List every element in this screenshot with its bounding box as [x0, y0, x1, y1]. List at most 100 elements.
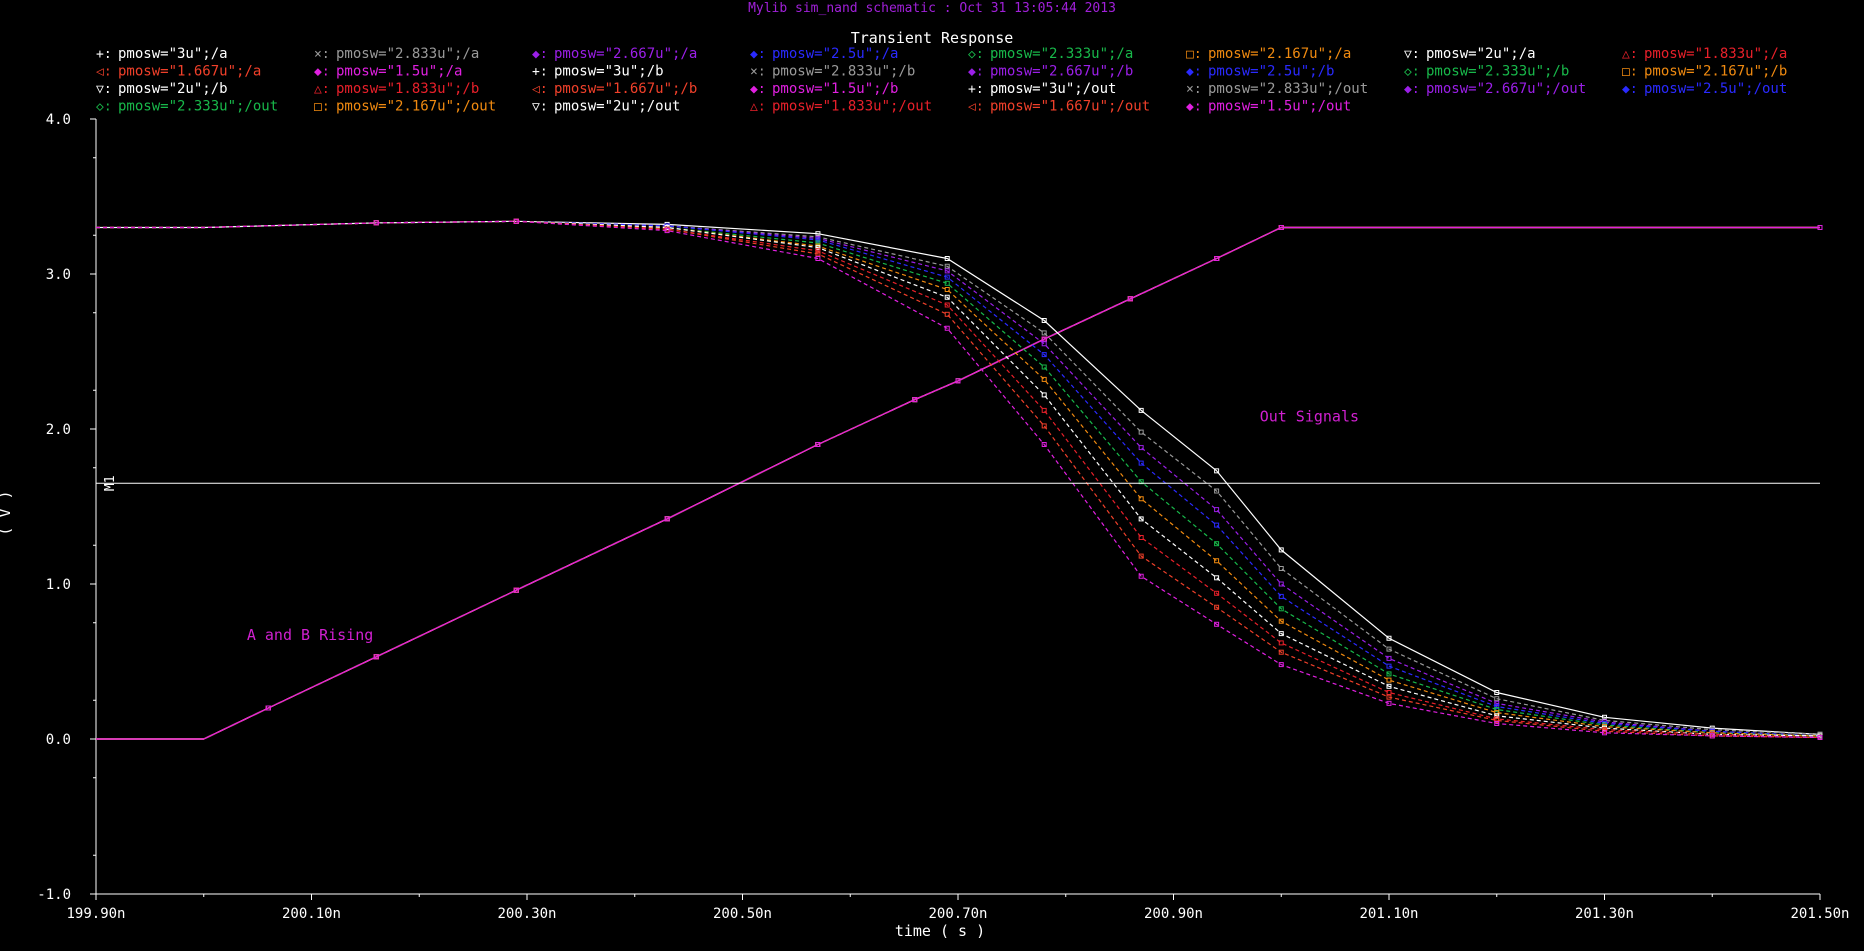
y-tick-label: -1.0	[37, 887, 71, 903]
series-point	[944, 311, 950, 317]
legend-marker: ◆:	[1622, 82, 1638, 97]
series-point	[1278, 662, 1284, 668]
legend-marker: ×:	[314, 47, 330, 62]
legend-marker: □:	[1622, 65, 1638, 80]
series-point	[1041, 392, 1047, 398]
series-point	[944, 294, 950, 300]
series-point	[815, 237, 821, 243]
legend-marker: ◆:	[968, 65, 984, 80]
legend-entry: pmosw="2.5u";/out	[1644, 81, 1787, 97]
legend-marker: +:	[968, 82, 984, 97]
series-point	[1602, 714, 1607, 720]
series-point	[1214, 575, 1220, 581]
series-point	[815, 256, 821, 261]
chart-title: Transient Response	[851, 29, 1014, 47]
series-point	[1602, 730, 1607, 736]
annotations: M1 Out Signals A and B Rising	[96, 407, 1820, 644]
legend-entry: pmosw="2.5u";/a	[772, 46, 898, 62]
series-line-input-19	[96, 226, 1820, 740]
series-point	[1278, 566, 1284, 571]
series-point	[815, 442, 821, 447]
legend-entry: pmosw="3u";/out	[990, 81, 1116, 97]
series-point	[1386, 671, 1392, 677]
series-point	[1138, 535, 1144, 540]
x-tick-label: 201.10n	[1359, 906, 1418, 922]
legend-entry: pmosw="1.833u";/b	[336, 81, 479, 97]
series-point	[1138, 496, 1144, 502]
legend-entry: pmosw="2u";/a	[1426, 46, 1536, 62]
series-point	[944, 325, 950, 331]
legend-entry: pmosw="1.5u";/b	[772, 81, 898, 97]
series-point	[1214, 507, 1220, 513]
y-tick-label: 2.0	[46, 422, 71, 438]
series-point	[1041, 352, 1047, 358]
series-point	[815, 240, 821, 246]
legend-marker: ◁:	[96, 65, 112, 80]
legend-marker: ◆:	[1186, 65, 1202, 80]
annotation-label: A and B Rising	[247, 626, 373, 644]
x-tick-label: 201.50n	[1790, 906, 1849, 922]
series-point	[815, 251, 821, 257]
legend-entry: pmosw="1.667u";/a	[118, 64, 261, 80]
legend-marker: ◆:	[750, 47, 766, 62]
series-point	[1041, 423, 1047, 429]
series-point	[1138, 516, 1144, 522]
legend-entry: pmosw="2.667u";/b	[990, 64, 1133, 80]
series-point	[265, 705, 271, 711]
legend-marker: ×:	[1186, 82, 1202, 97]
series-point	[815, 245, 821, 251]
legend-marker: ◇:	[1404, 65, 1420, 80]
legend-marker: ◆:	[1404, 82, 1420, 97]
series-point	[1041, 336, 1047, 342]
window-header: Mylib sim_nand schematic : Oct 31 13:05:…	[748, 1, 1116, 16]
series-point	[664, 516, 670, 522]
y-tick-label: 1.0	[46, 577, 71, 593]
series-point	[1278, 649, 1284, 655]
x-tick-label: 200.30n	[497, 906, 556, 922]
series-point	[1127, 296, 1133, 302]
legend-marker: ×:	[750, 65, 766, 80]
axes: -1.0 0.0 1.0 2.0 3.0 4.0 199.90n 200.10n 200.30n…	[37, 112, 1849, 922]
legend-entry: pmosw="1.5u";/out	[1208, 99, 1351, 115]
legend-entry: pmosw="2u";/out	[554, 99, 680, 115]
legend-marker: ◇:	[96, 100, 112, 115]
series-point	[1278, 640, 1284, 646]
legend-marker: +:	[96, 47, 112, 62]
legend-entry: pmosw="2.5u";/b	[1208, 64, 1334, 80]
series-point	[944, 256, 950, 261]
series-point	[1494, 690, 1500, 695]
series-point	[1214, 468, 1220, 474]
series-point	[944, 268, 950, 274]
y-tick-label: 3.0	[46, 267, 71, 283]
series-point	[1494, 700, 1500, 706]
series-point	[1041, 341, 1047, 347]
legend-marker: △:	[750, 100, 766, 115]
series-point	[1138, 460, 1144, 466]
legend-marker: △:	[1622, 47, 1638, 62]
series-point	[944, 302, 950, 308]
marker-label-m1: M1	[103, 475, 118, 491]
series-line-output-9	[96, 220, 1821, 739]
series-point	[944, 287, 950, 292]
series-point	[1138, 573, 1144, 579]
legend-entry: pmosw="1.667u";/b	[554, 81, 697, 97]
legend-entry: pmosw="3u";/b	[554, 64, 664, 80]
series-point	[944, 274, 950, 280]
legend-entry: pmosw="2.667u";/out	[1426, 81, 1586, 97]
legend-marker: △:	[314, 82, 330, 97]
legend-marker: ◆:	[750, 82, 766, 97]
legend-marker: ◁:	[968, 100, 984, 115]
series-point	[1494, 703, 1500, 709]
legend-entry: pmosw="1.833u";/out	[772, 99, 932, 115]
legend-entry: pmosw="2.333u";/b	[1426, 64, 1569, 80]
series-point	[1214, 604, 1220, 610]
series-point	[373, 220, 379, 226]
series-point	[1041, 407, 1047, 413]
series-point	[944, 263, 950, 269]
legend-entry: pmosw="2.833u";/b	[772, 64, 915, 80]
series-point	[1386, 635, 1392, 641]
series-point	[1214, 488, 1220, 494]
series-point	[1041, 364, 1047, 370]
series-point	[1494, 707, 1500, 713]
